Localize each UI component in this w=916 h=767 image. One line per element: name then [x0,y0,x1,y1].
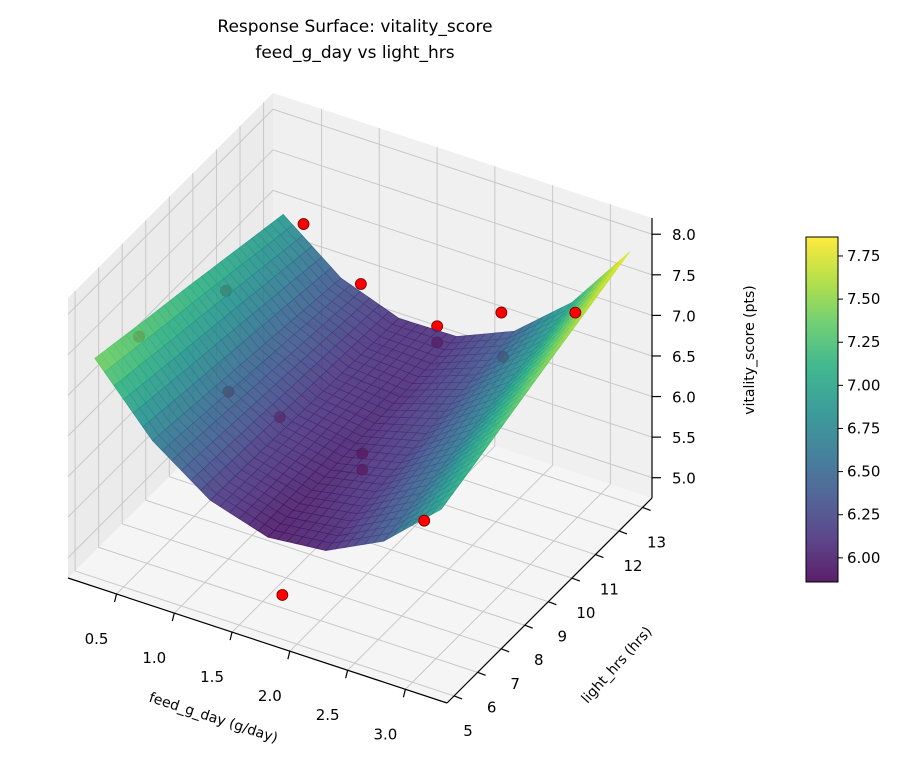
x-tick-label: 2.0 [258,687,282,705]
y-tick [595,553,604,559]
y-axis-label: light_hrs (hrs) [579,624,656,707]
surface-facet [431,500,448,515]
floor-grid-line [98,546,478,673]
z-tick-label: 7.0 [672,307,696,325]
y-tick-label: 13 [647,533,666,551]
z-axis-label: vitality_score (pts) [742,285,758,414]
data-point [354,278,367,290]
colorbar-tick-label: 6.00 [847,549,880,567]
data-point [495,306,508,319]
back-grid-line [272,108,653,235]
surface-mesh [94,214,631,551]
x-tick [287,651,291,660]
data-point [418,514,431,527]
scatter-points-front [276,218,582,601]
y-tick [642,506,651,511]
y-tick [524,624,533,629]
colorbar-tick-label: 7.25 [847,333,880,351]
y-axis-line [446,497,653,704]
z-tick-label: 6.5 [672,348,696,366]
floor-grid-line [405,483,611,690]
z-tick-label: 8.0 [672,226,696,244]
data-point [297,218,310,230]
z-tick-label: 7.5 [672,267,696,285]
y-tick [477,671,486,676]
y-tick [453,695,463,700]
colorbar-tick-label: 6.25 [847,506,880,524]
colorbar-tick-label: 7.00 [847,376,880,394]
colorbar-tick-label: 6.50 [847,463,880,481]
x-tick-label: 1.5 [200,668,224,686]
data-point [569,306,582,319]
x-tick [229,631,233,641]
x-tick [402,689,406,698]
colorbar-tick-label: 7.75 [847,247,880,265]
floor-grid-line [347,464,553,671]
back-grid-line [272,230,653,357]
y-tick-label: 12 [623,557,642,575]
y-tick-label: 5 [463,722,473,740]
data-point [276,589,289,601]
x-tick-label: 0.5 [85,630,109,648]
colorbar-gradient [805,236,839,583]
z-tick-label: 5.5 [672,429,696,447]
x-tick-label: 1.0 [142,649,166,667]
colorbar-tick-label: 7.50 [847,290,880,308]
y-tick [618,530,628,535]
floor-grid-line [145,499,525,626]
x-tick [171,612,175,622]
x-tick [345,670,349,679]
y-tick [548,601,557,606]
y-tick-label: 6 [487,698,497,716]
x-tick-label: 2.5 [316,706,340,724]
z-tick-label: 6.0 [672,389,696,407]
floor-grid-line [122,523,502,650]
chart-title-line-2: feed_g_day vs light_hrs [255,43,454,63]
left-grid-line [67,149,274,356]
y-tick-label: 8 [534,651,544,669]
y-tick-label: 7 [510,675,520,693]
chart-title-line-1: Response Surface: vitality_score [217,17,492,37]
floor-grid-line [74,570,455,697]
y-tick-label: 10 [576,604,595,622]
x-tick-label: 3.0 [373,725,397,743]
y-tick-label: 11 [600,581,619,599]
z-tick-label: 5.0 [672,470,696,488]
x-axis-line [67,577,448,704]
y-tick [500,648,510,653]
colorbar-tick-label: 6.75 [847,419,880,437]
axis-lines [67,218,661,704]
left-grid-line [67,108,274,315]
back-grid-line [272,149,653,276]
colorbar: 6.00 6.25 6.50 6.75 7.00 7.25 7.50 7.75 [805,236,880,583]
x-tick [113,593,118,603]
y-tick [571,577,581,582]
y-tick-label: 9 [558,628,568,646]
